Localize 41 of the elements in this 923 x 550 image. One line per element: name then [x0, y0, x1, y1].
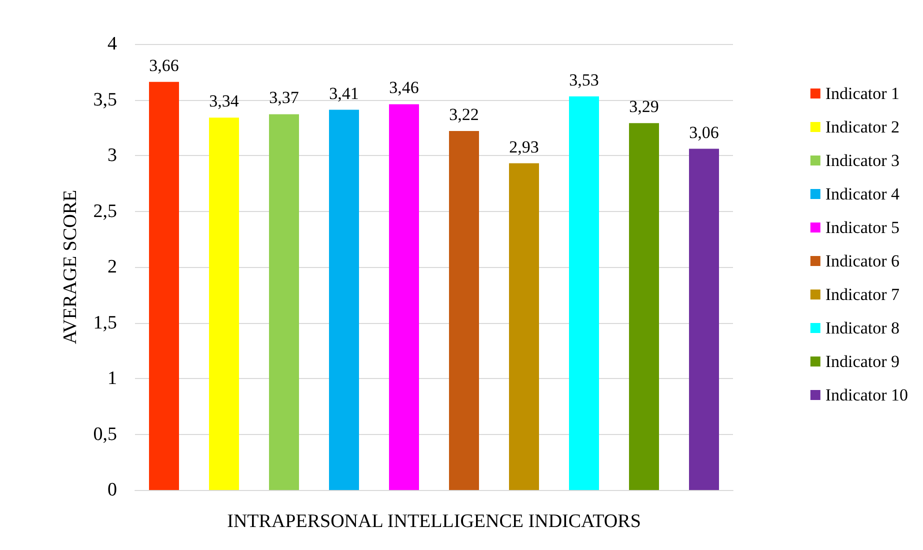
- y-tick-label: 0,5: [93, 424, 117, 445]
- y-tick-label: 3,5: [93, 89, 117, 110]
- bar: [149, 82, 179, 490]
- y-tick-label: 2,5: [93, 200, 117, 222]
- bar: [629, 123, 659, 490]
- bar: [689, 148, 719, 490]
- y-tick-label: 4: [108, 34, 118, 54]
- y-tick-label: 3: [108, 145, 117, 166]
- legend-label: Indicator 7: [825, 285, 900, 304]
- bar: [329, 110, 359, 490]
- legend-label: Indicator 6: [825, 252, 900, 270]
- data-label: 3,46: [389, 78, 419, 98]
- legend-label: Indicator 8: [825, 318, 900, 338]
- data-label: 3,37: [269, 88, 300, 108]
- data-label: 3,53: [569, 70, 599, 90]
- legend-label: Indicator 10: [825, 386, 908, 404]
- bar: [269, 114, 299, 490]
- legend-label: Indicator 3: [825, 151, 900, 170]
- y-axis-title: AVERAGE SCORE: [60, 190, 81, 344]
- legend-label: Indicator 2: [825, 118, 900, 136]
- y-tick-label: 1: [108, 368, 117, 389]
- data-label: 2,93: [509, 137, 539, 156]
- x-axis-title: INTRAPERSONAL INTELLIGENCE INDICATORS: [227, 511, 641, 532]
- legend-label: Indicator 9: [825, 352, 900, 371]
- data-label: 3,34: [209, 92, 240, 111]
- y-tick-label: 2: [108, 256, 117, 278]
- bar: [389, 104, 419, 490]
- legend-label: Indicator 4: [825, 184, 900, 204]
- data-label: 3,29: [629, 97, 659, 116]
- bar: [569, 96, 599, 490]
- data-label: 3,22: [449, 104, 479, 124]
- bar: [449, 130, 479, 490]
- y-tick-label: 1,5: [93, 312, 117, 334]
- data-label: 3,06: [689, 122, 719, 142]
- legend-label: Indicator 1: [825, 84, 900, 103]
- y-tick-label: 0: [108, 480, 117, 500]
- data-label: 3,66: [149, 56, 179, 75]
- bar: [509, 163, 539, 490]
- legend-label: Indicator 5: [825, 218, 900, 237]
- bar: [209, 118, 239, 490]
- data-label: 3,41: [329, 84, 359, 103]
